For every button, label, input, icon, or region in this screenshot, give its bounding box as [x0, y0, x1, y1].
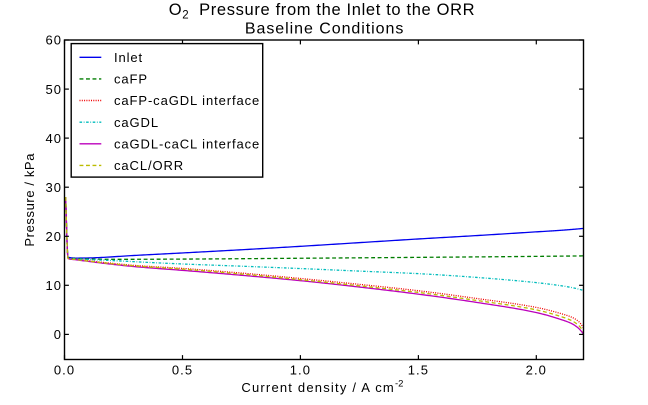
svg-text:40: 40	[45, 131, 62, 146]
svg-text:2.0: 2.0	[526, 362, 547, 377]
svg-text:10: 10	[45, 278, 62, 293]
svg-text:Pressure / kPa: Pressure / kPa	[22, 153, 37, 247]
svg-text:30: 30	[45, 180, 62, 195]
svg-text:0.0: 0.0	[54, 362, 75, 377]
svg-text:0.5: 0.5	[172, 362, 193, 377]
svg-text:O2 Pressure from the Inlet to: O2 Pressure from the Inlet to the ORR	[169, 1, 475, 22]
svg-text:caFP-caGDL interface: caFP-caGDL interface	[114, 93, 260, 108]
svg-text:Inlet: Inlet	[114, 50, 143, 65]
svg-text:caGDL: caGDL	[114, 115, 159, 130]
svg-text:Baseline Conditions: Baseline Conditions	[245, 20, 404, 37]
svg-text:caGDL-caCL interface: caGDL-caCL interface	[114, 136, 260, 151]
svg-text:1.5: 1.5	[408, 362, 429, 377]
svg-text:caCL/ORR: caCL/ORR	[114, 158, 184, 173]
svg-text:1.0: 1.0	[290, 362, 311, 377]
svg-text:0: 0	[54, 327, 62, 342]
svg-text:60: 60	[45, 33, 62, 48]
svg-text:50: 50	[45, 82, 62, 97]
svg-text:caFP: caFP	[114, 72, 148, 87]
svg-text:20: 20	[45, 229, 62, 244]
svg-text:Current density / A cm-2: Current density / A cm-2	[241, 379, 403, 395]
